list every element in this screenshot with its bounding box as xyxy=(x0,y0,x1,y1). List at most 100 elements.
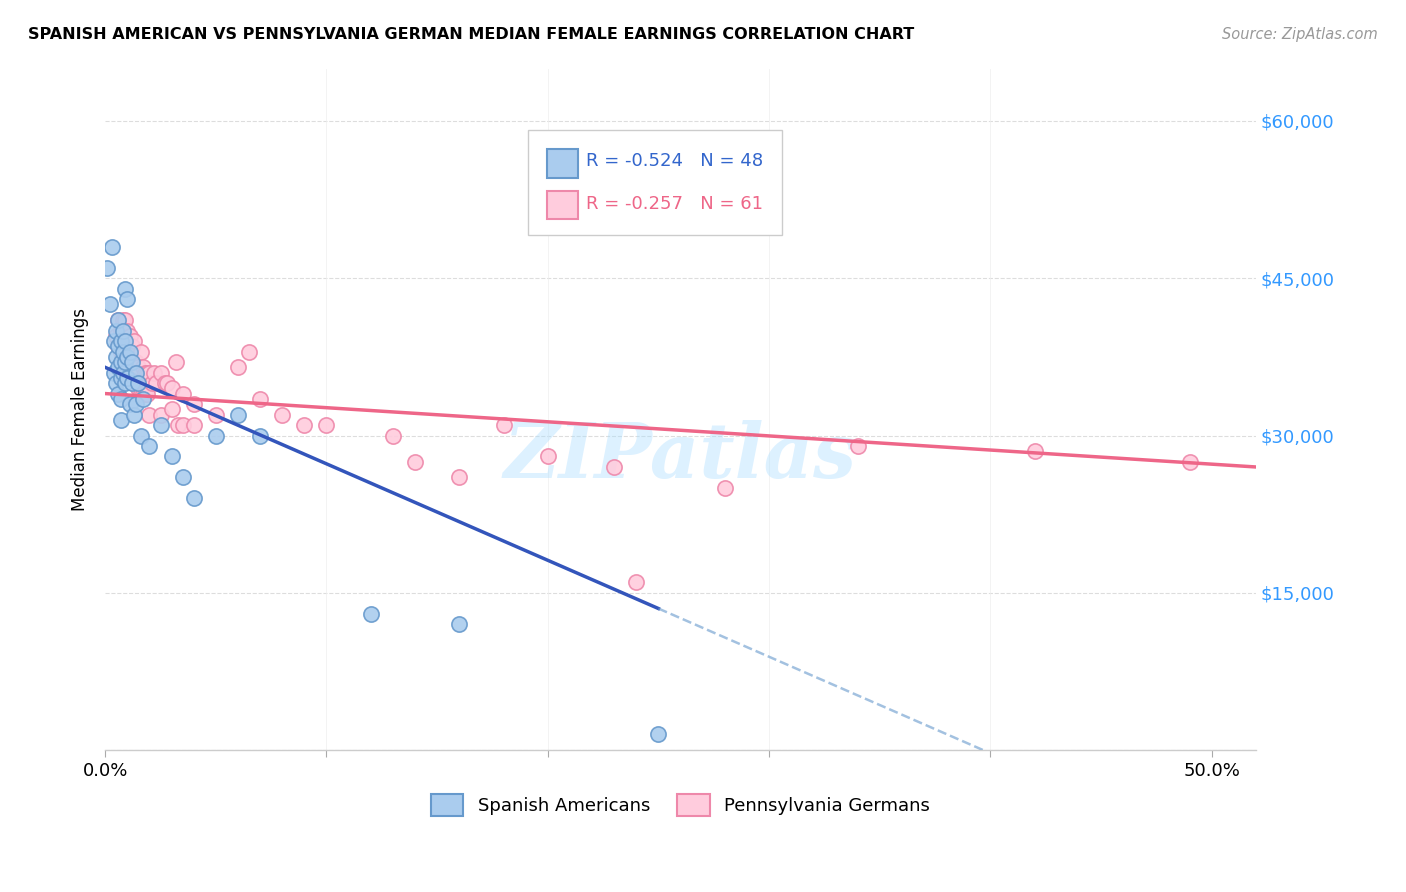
Point xyxy=(138,366,160,380)
Point xyxy=(111,366,134,380)
Point xyxy=(114,376,136,390)
Point xyxy=(111,334,134,348)
Point xyxy=(117,324,139,338)
Point xyxy=(114,355,136,369)
Point xyxy=(129,344,152,359)
Text: ZIPatlas: ZIPatlas xyxy=(503,420,858,494)
Point xyxy=(381,428,404,442)
Point xyxy=(107,360,129,375)
Point xyxy=(118,344,141,359)
Point xyxy=(111,344,134,359)
Point xyxy=(205,408,228,422)
Point xyxy=(132,360,155,375)
Point xyxy=(249,428,271,442)
Point xyxy=(110,355,132,369)
Point xyxy=(122,334,145,348)
Point xyxy=(117,371,139,385)
Point xyxy=(125,366,148,380)
Point xyxy=(153,376,176,390)
Point xyxy=(292,417,315,432)
Point xyxy=(117,350,139,364)
Point xyxy=(103,334,125,348)
Point xyxy=(121,355,143,369)
Point xyxy=(107,386,129,401)
Point xyxy=(149,417,172,432)
Legend: Spanish Americans, Pennsylvania Germans: Spanish Americans, Pennsylvania Germans xyxy=(423,787,938,822)
Point xyxy=(118,329,141,343)
Point xyxy=(118,397,141,411)
Point xyxy=(122,355,145,369)
Point xyxy=(114,313,136,327)
Point xyxy=(127,376,149,390)
Point xyxy=(138,439,160,453)
Point xyxy=(183,491,205,506)
Point xyxy=(165,355,187,369)
Point xyxy=(110,324,132,338)
Point xyxy=(449,470,471,484)
Point xyxy=(110,413,132,427)
Point xyxy=(129,386,152,401)
Point xyxy=(101,240,124,254)
Point xyxy=(172,386,194,401)
Point xyxy=(183,417,205,432)
Text: Source: ZipAtlas.com: Source: ZipAtlas.com xyxy=(1222,27,1378,42)
Point xyxy=(172,417,194,432)
Point xyxy=(125,397,148,411)
Point xyxy=(492,417,515,432)
Point xyxy=(1024,444,1046,458)
Point xyxy=(142,366,165,380)
Point xyxy=(714,481,737,495)
Point xyxy=(271,408,294,422)
Point xyxy=(122,408,145,422)
Point xyxy=(96,260,118,275)
Point xyxy=(846,439,869,453)
Point xyxy=(103,366,125,380)
Point xyxy=(114,334,136,348)
Point xyxy=(149,408,172,422)
Point xyxy=(107,313,129,327)
Point xyxy=(136,366,159,380)
Point xyxy=(134,366,156,380)
Point xyxy=(105,324,128,338)
Point xyxy=(134,386,156,401)
Point xyxy=(136,386,159,401)
Text: R = -0.524   N = 48: R = -0.524 N = 48 xyxy=(586,153,763,170)
Point xyxy=(121,355,143,369)
Point xyxy=(226,360,249,375)
Point xyxy=(183,397,205,411)
Point xyxy=(132,392,155,406)
Point xyxy=(111,324,134,338)
Point xyxy=(647,727,669,741)
Point xyxy=(537,450,560,464)
Point xyxy=(121,339,143,353)
Point xyxy=(105,350,128,364)
Point xyxy=(114,282,136,296)
Point xyxy=(360,607,382,621)
Point xyxy=(249,392,271,406)
Point xyxy=(105,376,128,390)
Text: R = -0.257   N = 61: R = -0.257 N = 61 xyxy=(586,194,763,213)
Point xyxy=(114,334,136,348)
Point xyxy=(132,386,155,401)
Point xyxy=(105,329,128,343)
Point xyxy=(110,392,132,406)
Point xyxy=(129,428,152,442)
Point xyxy=(160,381,183,395)
Point xyxy=(404,455,426,469)
Point xyxy=(98,297,121,311)
Point xyxy=(626,575,648,590)
Point xyxy=(167,417,190,432)
Point xyxy=(127,381,149,395)
Point xyxy=(117,339,139,353)
Point xyxy=(107,339,129,353)
Point xyxy=(110,334,132,348)
Point xyxy=(121,376,143,390)
Point xyxy=(226,408,249,422)
Point xyxy=(603,460,626,475)
Point xyxy=(110,371,132,385)
Point xyxy=(125,355,148,369)
Point xyxy=(449,617,471,632)
Text: SPANISH AMERICAN VS PENNSYLVANIA GERMAN MEDIAN FEMALE EARNINGS CORRELATION CHART: SPANISH AMERICAN VS PENNSYLVANIA GERMAN … xyxy=(28,27,914,42)
Point xyxy=(145,376,167,390)
Point xyxy=(315,417,337,432)
